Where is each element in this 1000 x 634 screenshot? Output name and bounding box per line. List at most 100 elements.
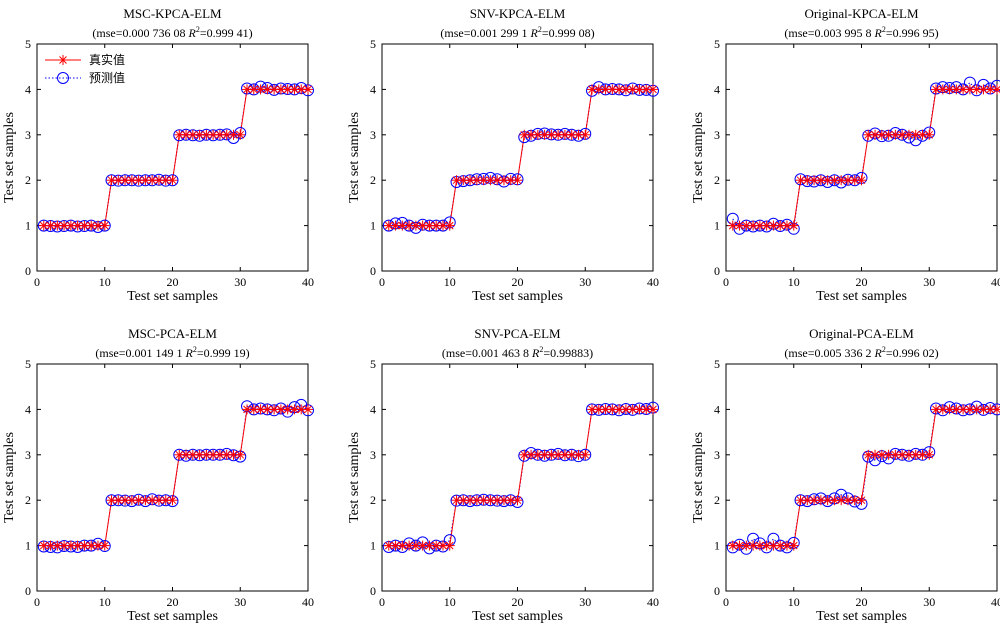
star-stroke (803, 176, 812, 185)
actual-point (458, 175, 469, 186)
actual-point (505, 495, 516, 506)
star-stroke (871, 130, 879, 139)
stats-mse: (mse=0.005 336 2 (784, 346, 874, 360)
y-tick-label: 1 (370, 219, 376, 233)
x-tick-label: 20 (856, 275, 868, 289)
y-tick-label: 4 (370, 82, 376, 96)
star-stroke (445, 221, 454, 230)
x-axis-label: Test set samples (472, 609, 563, 624)
star-stroke (188, 450, 197, 459)
y-tick-label: 5 (25, 357, 31, 371)
star-stroke (918, 130, 927, 139)
star-stroke (277, 85, 285, 94)
star-stroke (168, 496, 177, 505)
actual-point (512, 495, 523, 506)
y-tick-label: 2 (370, 173, 376, 187)
x-tick-label: 0 (723, 275, 729, 289)
actual-point (754, 540, 765, 551)
star-stroke (114, 496, 123, 505)
star-stroke (877, 450, 886, 459)
y-tick-label: 2 (714, 173, 720, 187)
star-stroke (608, 405, 617, 414)
x-tick-label: 10 (788, 275, 800, 289)
star-stroke (188, 130, 197, 139)
x-tick-label: 0 (379, 595, 385, 609)
actual-point (788, 540, 799, 551)
y-tick-label: 4 (25, 82, 31, 96)
stats-r2-value: =0.99883) (543, 346, 593, 360)
star-stroke (486, 496, 495, 505)
stats-r2-value: =0.999 08) (542, 26, 595, 40)
star-stroke (776, 221, 785, 230)
star-stroke (148, 496, 157, 505)
x-tick-label: 30 (579, 275, 591, 289)
stats-r2-label: R (873, 26, 882, 40)
y-tick-label: 0 (714, 584, 720, 598)
chart-panel-4: MSC-PCA-ELM (mse=0.001 149 1 R2=0.999 19)… (2, 326, 314, 624)
star-stroke (479, 496, 488, 505)
star-stroke (776, 541, 785, 550)
star-stroke (398, 221, 407, 230)
star-stroke (803, 496, 812, 505)
star-stroke (547, 450, 556, 459)
actual-point (741, 540, 752, 551)
star-stroke (73, 541, 82, 550)
actual-point (768, 220, 779, 231)
y-axis-label: Test set samples (691, 112, 706, 203)
star-stroke (263, 405, 272, 414)
chart-title: MSC-PCA-ELM (128, 326, 217, 341)
x-axis-label: Test set samples (816, 289, 907, 304)
star-stroke (466, 176, 474, 185)
stats-r2-label: R (531, 346, 540, 360)
star-stroke (993, 405, 1000, 414)
star-stroke (452, 496, 461, 505)
y-axis-label: Test set samples (691, 432, 706, 523)
chart-title: MSC-KPCA-ELM (123, 6, 222, 21)
star-stroke (966, 405, 974, 414)
actual-point (924, 129, 935, 140)
star-stroke (877, 130, 886, 139)
chart-stats: (mse=0.001 149 1 R2=0.999 19) (95, 345, 249, 360)
star-stroke (837, 176, 846, 185)
star-stroke (749, 221, 757, 230)
actual-point (587, 84, 598, 95)
actual-point (734, 540, 745, 551)
y-axis-label: Test set samples (347, 112, 362, 203)
star-stroke (649, 405, 657, 414)
star-stroke (979, 405, 988, 414)
star-stroke (635, 405, 644, 414)
actual-series-line (732, 88, 997, 227)
actual-point (397, 540, 408, 551)
star-stroke (391, 541, 400, 550)
star-stroke (425, 221, 434, 230)
x-tick-label: 10 (444, 275, 456, 289)
y-tick-label: 4 (370, 402, 376, 416)
legend-predicted-marker (57, 72, 69, 84)
plot-frame (36, 363, 309, 592)
y-tick-label: 3 (25, 448, 31, 462)
actual-point (958, 84, 969, 95)
star-stroke (581, 450, 590, 459)
y-tick-label: 0 (714, 264, 720, 278)
star-stroke (783, 221, 791, 230)
actual-point (924, 449, 935, 460)
star-stroke (500, 496, 508, 505)
actual-point (187, 129, 198, 140)
star-stroke (601, 85, 610, 94)
star-stroke (459, 496, 468, 505)
star-stroke (479, 176, 488, 185)
star-stroke (67, 221, 75, 230)
actual-point (566, 129, 577, 140)
star-stroke (938, 85, 947, 94)
star-stroke (425, 541, 434, 550)
stats-r2-value: =0.999 19) (197, 346, 250, 360)
y-axis-label: Test set samples (2, 112, 17, 203)
actual-series-line (388, 408, 653, 547)
star-stroke (405, 541, 413, 550)
actual-point (775, 220, 786, 231)
star-stroke (601, 405, 610, 414)
star-stroke (175, 450, 184, 459)
x-tick-label: 40 (991, 595, 1000, 609)
star-stroke (256, 405, 265, 414)
